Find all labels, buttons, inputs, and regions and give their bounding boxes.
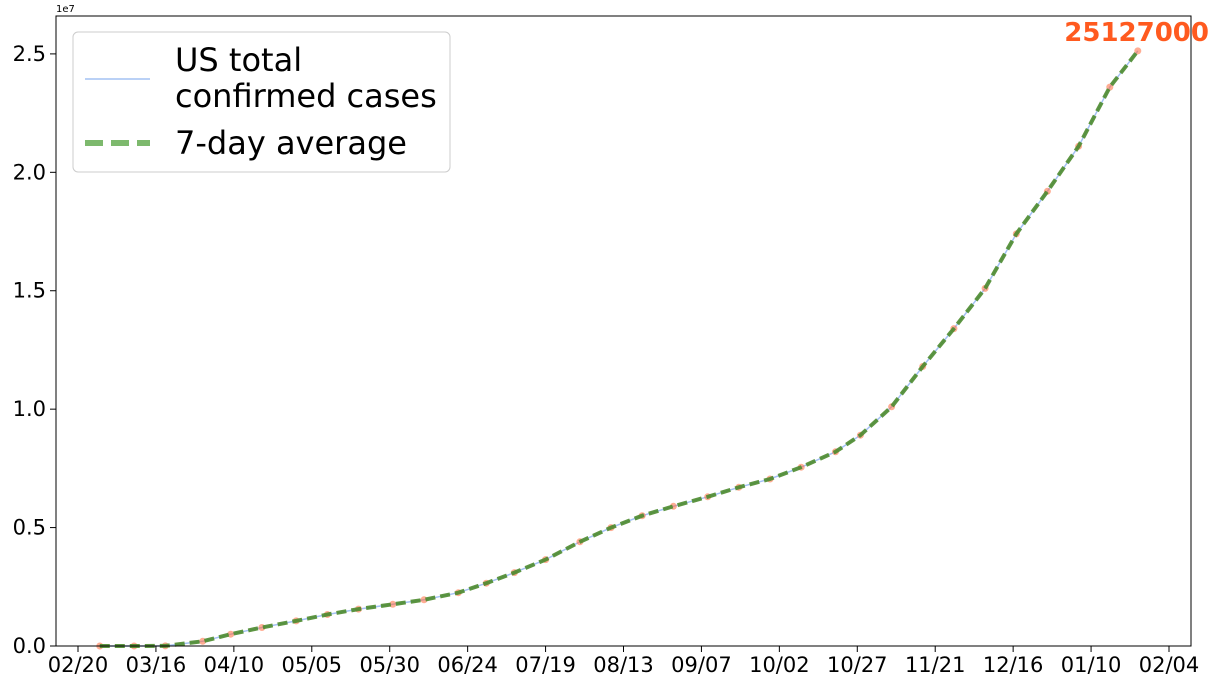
x-tick-label-01-10: 01/10 <box>1061 653 1122 677</box>
x-tick-label-05-05: 05/05 <box>282 653 343 677</box>
x-axis: 02/20 03/16 04/10 05/05 05/30 06/24 07/19 08/13… <box>48 646 1200 677</box>
legend-label-us-total-line2: confirmed cases <box>175 77 437 115</box>
series-line-7-day-average <box>99 49 1140 648</box>
x-tick-label-02-20: 02/20 <box>48 653 109 677</box>
y-axis: 0.0 0.5 1.0 1.5 2.0 2.5 <box>13 42 56 658</box>
x-tick-label-03-16: 03/16 <box>126 653 187 677</box>
x-tick-label-10-27: 10/27 <box>827 653 888 677</box>
y-tick-label-0: 0.0 <box>13 634 46 658</box>
x-tick-label-05-30: 05/30 <box>359 653 420 677</box>
legend-frame <box>72 31 451 173</box>
legend-label-7-day-average: 7-day average <box>175 124 407 162</box>
last-value-annotation: 25127000 <box>1064 18 1209 48</box>
y-tick-label-5: 2.5 <box>13 42 46 66</box>
x-tick-label-06-24: 06/24 <box>437 653 498 677</box>
x-tick-label-11-21: 11/21 <box>905 653 966 677</box>
x-tick-label-07-19: 07/19 <box>515 653 576 677</box>
legend: US total confirmed cases 7-day average <box>72 31 451 173</box>
y-tick-label-4: 2.0 <box>13 160 46 184</box>
x-tick-label-08-13: 08/13 <box>593 653 654 677</box>
x-tick-label-12-16: 12/16 <box>983 653 1044 677</box>
y-tick-label-3: 1.5 <box>13 279 46 303</box>
y-tick-label-1: 0.5 <box>13 516 46 540</box>
series-markers-us-total <box>96 47 1142 650</box>
x-tick-label-10-02: 10/02 <box>749 653 810 677</box>
series-layer <box>96 47 1142 650</box>
x-tick-label-04-10: 04/10 <box>204 653 265 677</box>
data-point-01-25 <box>1134 47 1142 55</box>
legend-label-us-total-line1: US total <box>175 41 302 79</box>
y-exponent-label: 1e7 <box>56 4 75 15</box>
x-tick-label-02-04: 02/04 <box>1139 653 1200 677</box>
y-tick-label-2: 1.0 <box>13 397 46 421</box>
x-tick-label-09-07: 09/07 <box>671 653 732 677</box>
